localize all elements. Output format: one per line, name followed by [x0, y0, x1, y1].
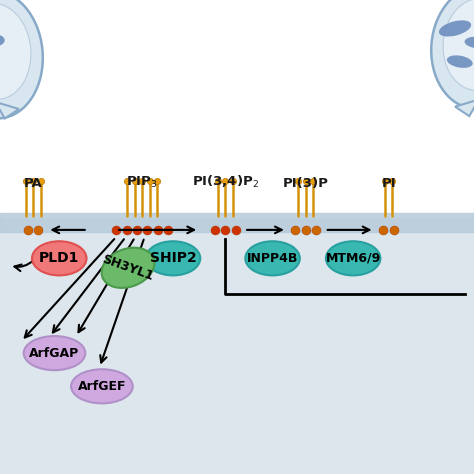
Polygon shape — [455, 100, 474, 116]
Bar — [0, 213, 474, 232]
Ellipse shape — [0, 0, 43, 118]
Ellipse shape — [431, 0, 474, 109]
Text: ArfGAP: ArfGAP — [29, 346, 80, 360]
Text: INPP4B: INPP4B — [247, 252, 298, 265]
Ellipse shape — [245, 241, 300, 275]
Ellipse shape — [443, 0, 474, 91]
Ellipse shape — [146, 241, 200, 275]
Ellipse shape — [447, 55, 473, 68]
Ellipse shape — [465, 36, 474, 49]
Ellipse shape — [101, 248, 155, 288]
Ellipse shape — [0, 35, 5, 46]
Text: PI: PI — [382, 177, 396, 190]
Text: ArfGEF: ArfGEF — [78, 380, 126, 393]
Text: PI(3)P: PI(3)P — [283, 177, 328, 190]
Text: PA: PA — [24, 177, 43, 190]
Ellipse shape — [71, 369, 133, 403]
Text: SH3YL1: SH3YL1 — [100, 253, 155, 283]
Bar — [0, 218, 474, 474]
Text: PI(3,4)P$_2$: PI(3,4)P$_2$ — [191, 173, 259, 190]
Ellipse shape — [439, 20, 471, 36]
Text: PLD1: PLD1 — [39, 251, 80, 265]
Text: MTM6/9: MTM6/9 — [326, 252, 381, 265]
Ellipse shape — [0, 3, 31, 99]
Bar — [0, 0, 474, 218]
Polygon shape — [0, 102, 19, 118]
Ellipse shape — [24, 336, 85, 370]
Text: SHIP2: SHIP2 — [150, 251, 196, 265]
Ellipse shape — [326, 241, 380, 275]
Text: PIP$_3$: PIP$_3$ — [127, 174, 158, 190]
Ellipse shape — [32, 241, 86, 275]
